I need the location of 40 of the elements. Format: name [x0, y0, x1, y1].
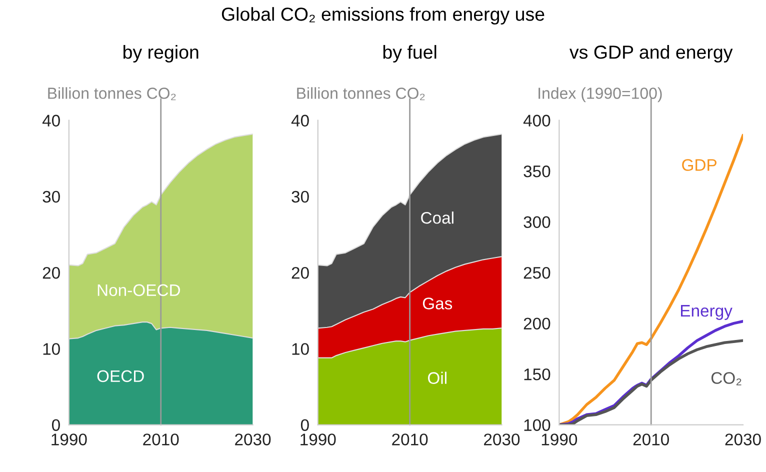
series-label: GDP	[682, 159, 716, 171]
chart-subtitle: by fuel	[383, 45, 436, 63]
y-tick-label: 20	[292, 266, 309, 279]
x-tick-label: 2030	[484, 434, 520, 446]
y-tick-label: 10	[292, 343, 309, 355]
x-tick-label: 1990	[300, 434, 336, 446]
series-label: OECD	[97, 370, 144, 382]
y-tick-label: 200	[524, 318, 550, 330]
series-label: Non-OECD	[98, 284, 180, 296]
chart-subtitle: by region	[124, 45, 198, 63]
y-tick-label: 0	[52, 419, 60, 432]
x-tick-label: 2010	[143, 434, 179, 446]
y-tick-label: 0	[300, 419, 309, 432]
y-axis-title: Index (1990=100)	[538, 87, 662, 102]
y-tick-label: 350	[524, 166, 550, 178]
y-tick-label: 300	[524, 216, 550, 228]
y-tick-label: 250	[524, 266, 550, 279]
y-tick-label: 100	[524, 419, 550, 432]
y-tick-label: 400	[523, 114, 550, 127]
series-label: Energy	[681, 305, 732, 320]
chart-title: Global CO₂ emissions from energy use	[222, 7, 544, 25]
chart-subtitle: vs GDP and energy	[570, 45, 733, 63]
y-tick-label: 40	[42, 114, 60, 127]
y-tick-label: 30	[292, 190, 309, 203]
y-tick-label: 20	[42, 266, 60, 279]
y-axis-title: Billion tonnes CO₂	[297, 87, 425, 100]
y-tick-label: 150	[524, 368, 550, 380]
x-tick-label: 2010	[633, 434, 669, 446]
series-label: Coal	[421, 212, 454, 224]
x-tick-label: 2010	[392, 434, 428, 446]
x-tick-label: 1990	[52, 434, 87, 446]
x-tick-label: 1990	[542, 434, 578, 446]
y-axis-title: Billion tonnes CO₂	[48, 87, 176, 100]
y-tick-label: 10	[43, 343, 60, 355]
y-tick-label: 40	[291, 114, 309, 127]
y-tick-label: 30	[42, 190, 60, 203]
x-tick-label: 2030	[725, 434, 761, 446]
series-label: CO₂	[711, 372, 742, 386]
series-label: Gas	[422, 298, 452, 310]
x-tick-label: 2030	[235, 434, 271, 446]
